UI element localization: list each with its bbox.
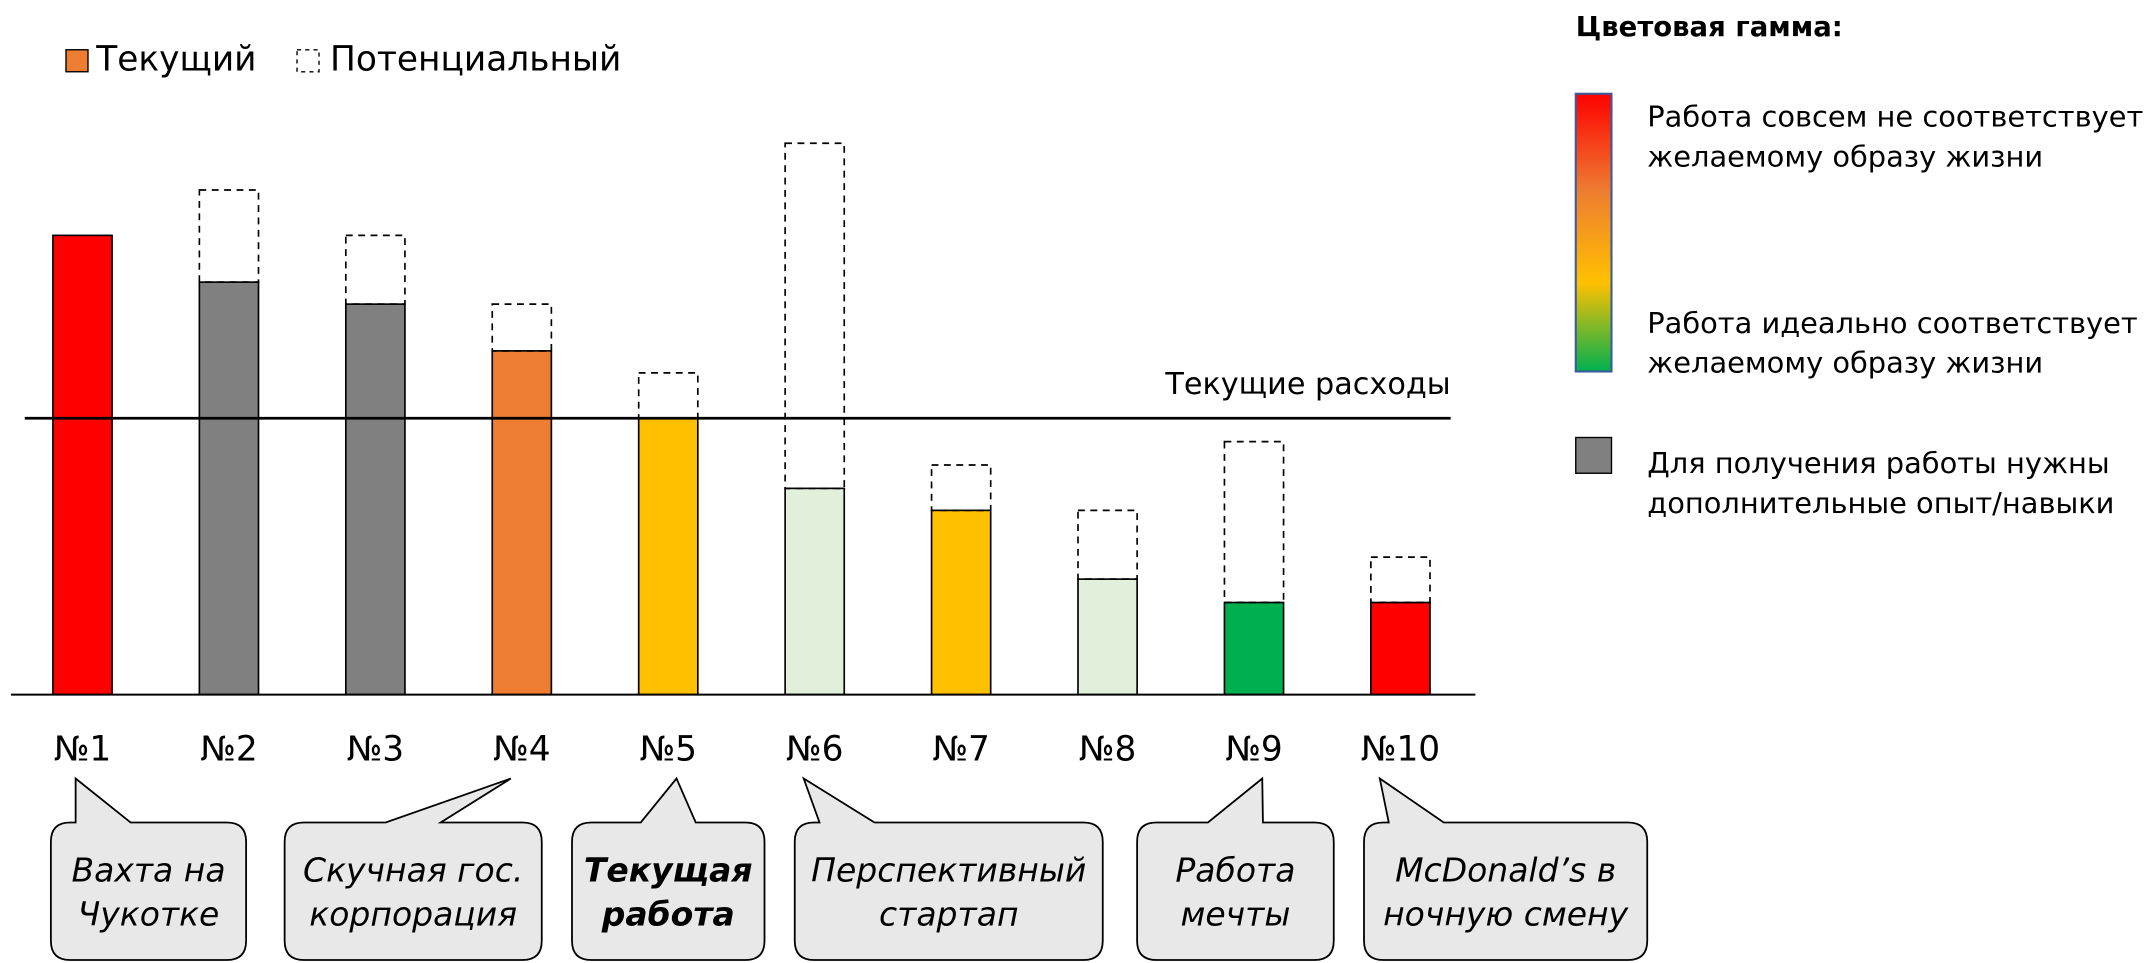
legend-swatch xyxy=(296,49,320,73)
callout-text: корпорация xyxy=(309,895,517,934)
current-bar xyxy=(52,234,113,696)
current-bar xyxy=(1077,578,1138,696)
callout-text: мечты xyxy=(1180,895,1290,934)
potential-bar xyxy=(198,189,260,283)
current-bar xyxy=(344,303,406,696)
current-bar xyxy=(1370,601,1431,696)
callout-text: Работа xyxy=(1175,851,1295,890)
callout-text: Перспективный xyxy=(811,851,1086,890)
current-bar xyxy=(637,417,699,696)
callout-text: Скучная гос. xyxy=(303,851,523,890)
potential-bar xyxy=(491,303,553,352)
x-tick-label: №9 xyxy=(1225,730,1283,770)
x-tick-label: №4 xyxy=(493,730,551,770)
x-tick-label: №2 xyxy=(200,730,258,770)
callout-text: Чукотке xyxy=(78,895,220,934)
callout xyxy=(1363,776,1649,961)
callout-text: стартап xyxy=(879,895,1019,934)
current-bar xyxy=(491,350,553,696)
potential-bar xyxy=(784,142,846,490)
legend-swatch xyxy=(65,49,89,73)
current-bar xyxy=(198,281,260,696)
color-legend-title: Цветовая гамма: xyxy=(1576,11,1843,43)
potential-bar xyxy=(637,372,699,420)
x-tick-label: №10 xyxy=(1361,730,1440,770)
current-bar xyxy=(930,509,992,696)
callout xyxy=(1136,776,1335,961)
callout xyxy=(793,776,1104,961)
legend-text: желаемому образу жизни xyxy=(1647,346,2043,380)
current-bar xyxy=(784,487,846,696)
legend-label: Потенциальный xyxy=(330,39,621,79)
legend-label: Текущий xyxy=(95,39,256,79)
callout-text: Текущая xyxy=(584,851,753,890)
x-tick-label: №7 xyxy=(932,730,990,770)
reference-label: Текущие расходы xyxy=(1164,367,1450,402)
gray-legend-swatch xyxy=(1575,436,1613,474)
legend-text: Работа совсем не соответствует xyxy=(1647,100,2143,134)
legend-text: Для получения работы нужны xyxy=(1647,446,2109,480)
x-tick-label: №3 xyxy=(347,730,405,770)
potential-bar xyxy=(344,234,406,305)
x-tick-label: №8 xyxy=(1079,730,1137,770)
potential-bar xyxy=(1370,556,1431,604)
legend-text: дополнительные опыт/навыки xyxy=(1647,486,2114,520)
callout xyxy=(49,776,248,961)
potential-bar xyxy=(1077,509,1138,580)
potential-bar xyxy=(1223,440,1285,604)
x-tick-label: №6 xyxy=(786,730,844,770)
legend-text: желаемому образу жизни xyxy=(1647,139,2043,173)
current-bar xyxy=(1223,601,1285,696)
gradient-legend xyxy=(1574,92,1613,373)
callout-text: работа xyxy=(601,895,735,934)
callout-text: Вахта на xyxy=(71,851,225,890)
potential-bar xyxy=(930,464,992,512)
x-tick-label: №1 xyxy=(54,730,112,770)
callout xyxy=(283,777,543,961)
x-tick-label: №5 xyxy=(639,730,697,770)
legend-text: Работа идеально соответствует xyxy=(1647,306,2137,340)
callout-text: McDonald’s в xyxy=(1395,851,1616,890)
callout xyxy=(571,776,766,961)
callout-text: ночную смену xyxy=(1383,895,1629,934)
